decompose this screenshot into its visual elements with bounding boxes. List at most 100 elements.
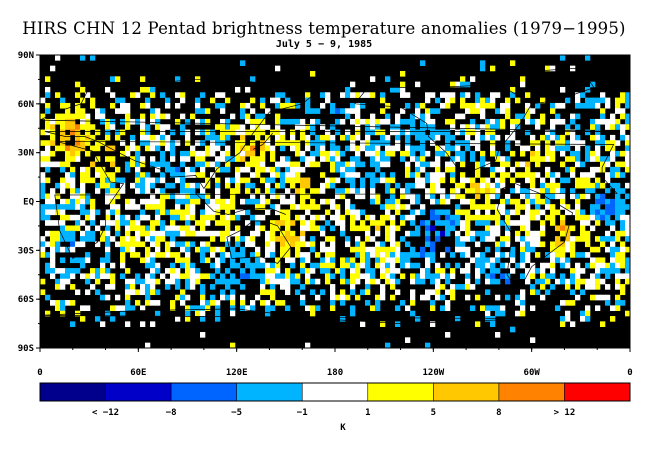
map-cell — [605, 236, 611, 242]
map-cell — [70, 284, 76, 290]
map-cell — [505, 161, 511, 168]
map-cell — [390, 262, 396, 269]
map-cell — [85, 172, 91, 178]
map-cell — [350, 284, 356, 290]
map-cell — [60, 300, 66, 306]
map-cell — [305, 273, 311, 280]
map-cell — [350, 310, 356, 317]
map-cell — [285, 156, 291, 162]
map-cell — [430, 289, 436, 296]
map-cell — [520, 252, 526, 258]
map-cell — [550, 172, 556, 178]
map-cell — [260, 225, 266, 232]
map-cell — [160, 188, 166, 194]
map-cell — [235, 166, 241, 173]
map-cell — [375, 145, 381, 152]
map-cell — [210, 273, 216, 280]
map-cell — [60, 97, 66, 104]
map-cell — [55, 300, 61, 306]
map-cell — [485, 310, 491, 317]
map-cell — [240, 273, 246, 280]
map-cell — [150, 134, 156, 141]
map-cell — [140, 76, 146, 82]
map-cell — [395, 145, 401, 152]
map-cell — [260, 145, 266, 152]
map-cell — [445, 134, 451, 141]
map-cell — [385, 230, 391, 237]
map-cell — [575, 209, 581, 216]
map-cell — [595, 129, 601, 136]
map-cell — [510, 326, 516, 333]
map-cell — [395, 129, 401, 136]
map-cell — [185, 230, 191, 237]
map-cell — [155, 241, 161, 248]
map-cell — [425, 150, 431, 157]
map-cell — [320, 156, 326, 162]
map-cell — [200, 140, 206, 146]
map-cell — [95, 278, 101, 285]
map-cell — [480, 236, 486, 242]
map-cell — [310, 220, 316, 226]
map-cell — [260, 278, 266, 285]
map-cell — [200, 230, 206, 237]
map-cell — [225, 278, 231, 285]
map-cell — [70, 300, 76, 306]
map-cell — [595, 204, 601, 210]
map-cell — [340, 108, 346, 114]
map-cell — [350, 204, 356, 210]
map-cell — [175, 273, 181, 280]
map-cell — [395, 182, 401, 189]
map-cell — [545, 156, 551, 162]
map-cell — [400, 92, 406, 98]
map-cell — [525, 236, 531, 242]
map-cell — [300, 220, 306, 226]
map-cell — [320, 241, 326, 248]
map-cell — [330, 108, 336, 114]
map-cell — [535, 241, 541, 248]
map-cell — [405, 150, 411, 157]
map-cell — [145, 289, 151, 296]
map-cell — [330, 204, 336, 210]
map-cell — [225, 204, 231, 210]
map-cell — [190, 209, 196, 216]
map-cell — [105, 124, 111, 130]
map-cell — [600, 156, 606, 162]
map-cell — [250, 252, 256, 258]
map-cell — [615, 150, 621, 157]
map-cell — [120, 241, 126, 248]
map-cell — [280, 241, 286, 248]
map-cell — [505, 134, 511, 141]
map-cell — [75, 193, 81, 200]
map-cell — [420, 294, 426, 301]
map-cell — [420, 268, 426, 274]
map-cell — [515, 172, 521, 178]
map-cell — [365, 214, 371, 221]
map-cell — [520, 236, 526, 242]
map-cell — [65, 113, 71, 120]
map-cell — [160, 177, 166, 184]
map-cell — [245, 182, 251, 189]
map-cell — [380, 252, 386, 258]
map-cell — [215, 268, 221, 274]
map-cell — [60, 124, 66, 130]
map-cell — [435, 284, 441, 290]
map-cell — [70, 129, 76, 136]
map-cell — [540, 156, 546, 162]
map-cell — [605, 230, 611, 237]
map-cell — [565, 209, 571, 216]
map-cell — [65, 300, 71, 306]
map-cell — [595, 236, 601, 242]
map-cell — [230, 262, 236, 269]
map-cell — [505, 273, 511, 280]
map-cell — [625, 134, 631, 141]
map-cell — [500, 204, 506, 210]
map-cell — [525, 193, 531, 200]
map-cell — [550, 262, 556, 269]
map-cell — [175, 172, 181, 178]
map-cell — [175, 193, 181, 200]
map-cell — [105, 236, 111, 242]
map-cell — [120, 188, 126, 194]
map-cell — [180, 97, 186, 104]
map-cell — [465, 278, 471, 285]
map-cell — [155, 134, 161, 141]
